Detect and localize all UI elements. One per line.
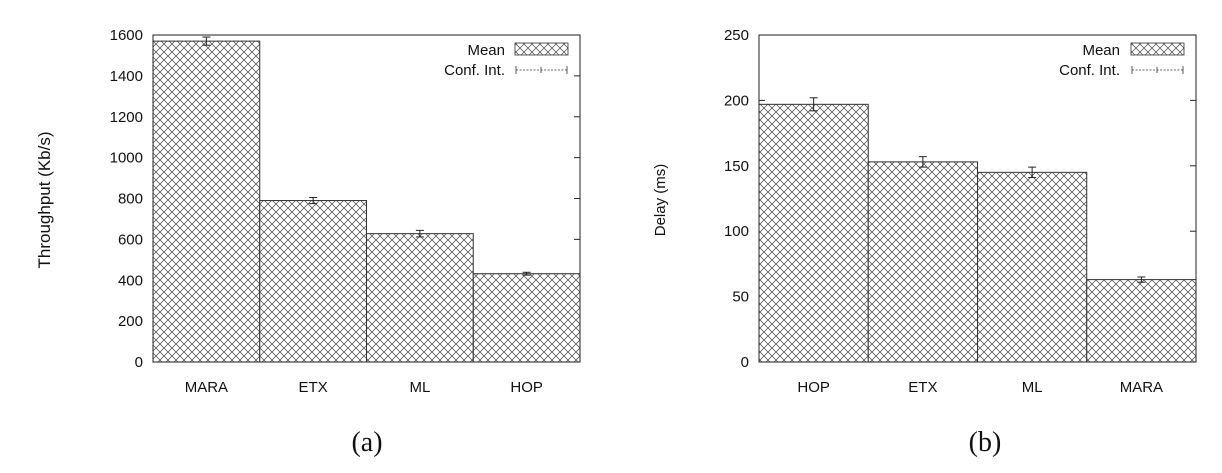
y-tick-label: 250	[724, 27, 749, 44]
error-bar-mara	[202, 36, 211, 46]
y-tick-label: 100	[724, 223, 749, 240]
legend-swatch-confint	[515, 66, 568, 74]
y-tick-label: 1000	[110, 150, 143, 167]
error-bar-hop	[809, 97, 818, 112]
y-tick-label: 1600	[110, 27, 143, 44]
x-tick-label-hop: HOP	[797, 379, 830, 396]
plot-frame	[758, 34, 1197, 363]
error-bar-etx	[918, 156, 927, 168]
panel-label: (b)	[969, 427, 1002, 458]
x-tick-label-mara: MARA	[1120, 379, 1163, 396]
bar-etx	[867, 161, 978, 363]
y-tick-label: 50	[732, 289, 749, 306]
legend-label-confint: Conf. Int.	[444, 62, 505, 79]
y-tick-label: 200	[118, 313, 143, 330]
x-tick-label-hop: HOP	[510, 379, 543, 396]
error-bar-etx	[309, 196, 318, 205]
bar-etx	[259, 200, 367, 363]
plot-frame	[152, 34, 581, 363]
legend-swatch-mean	[1130, 42, 1185, 56]
legend: Mean Conf. Int.	[1059, 42, 1185, 79]
bar-mara	[152, 40, 261, 363]
y-tick-label: 0	[741, 354, 749, 371]
y-axis-label: Delay (ms)	[652, 164, 669, 237]
legend: Mean Conf. Int.	[444, 42, 569, 79]
x-tick-label-ml: ML	[1022, 379, 1043, 396]
x-tick-label-etx: ETX	[299, 379, 328, 396]
legend-swatch-confint	[1131, 66, 1184, 74]
legend-label-mean: Mean	[1082, 42, 1120, 59]
y-tick-label: 600	[118, 231, 143, 248]
chart-delay: Delay (ms) 0 50 100 150 200 250 HOP ETX ML MARA M…	[652, 27, 1197, 458]
y-tick-label: 1200	[110, 109, 143, 126]
x-tick-label-etx: ETX	[908, 379, 937, 396]
panel-label: (a)	[351, 427, 382, 458]
bar-ml	[366, 233, 474, 363]
legend-label-mean: Mean	[467, 42, 505, 59]
y-tick-label: 150	[724, 158, 749, 175]
y-tick-label: 200	[724, 92, 749, 109]
bar-hop	[472, 273, 581, 363]
bar-mara	[1086, 279, 1197, 363]
y-tick-label: 0	[135, 354, 143, 371]
error-bar-ml	[415, 229, 424, 238]
x-tick-label-ml: ML	[409, 379, 430, 396]
error-bar-hop	[522, 271, 531, 276]
y-tick-label: 800	[118, 191, 143, 208]
error-bar-mara	[1137, 276, 1146, 283]
x-tick-label-mara: MARA	[185, 379, 228, 396]
legend-swatch-mean	[514, 42, 569, 56]
bar-ml	[977, 171, 1088, 363]
legend-label-confint: Conf. Int.	[1059, 62, 1120, 79]
chart-throughput: Throughput (Kb/s) 0 200 400 600 800 1000 1200 1…	[35, 27, 581, 458]
bar-hop	[758, 103, 869, 363]
y-tick-label: 400	[118, 272, 143, 289]
error-bar-ml	[1028, 166, 1037, 179]
y-tick-label: 1400	[110, 68, 143, 85]
y-axis-label: Throughput (Kb/s)	[35, 131, 54, 268]
